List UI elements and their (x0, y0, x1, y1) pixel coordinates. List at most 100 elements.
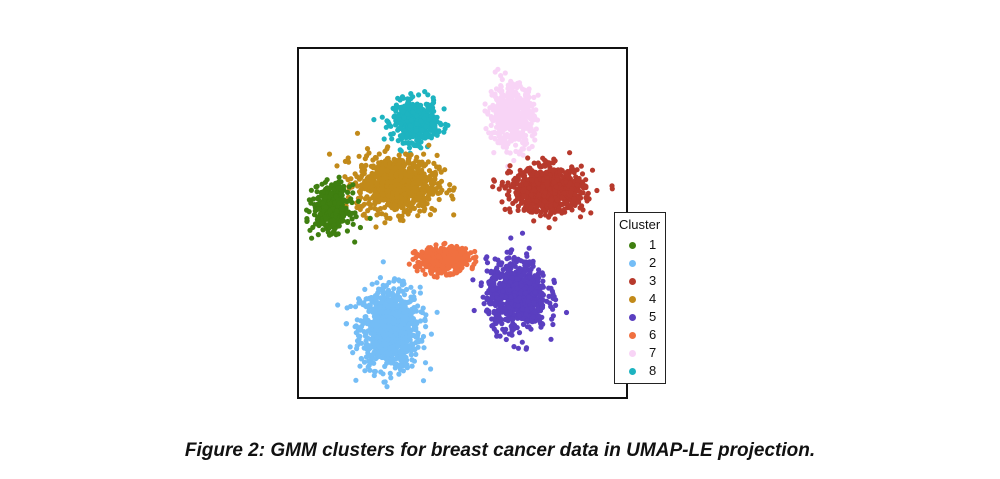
point-cluster-5 (507, 287, 513, 293)
point-cluster-1 (322, 179, 328, 185)
point-cluster-2 (404, 343, 410, 349)
point-cluster-1 (339, 206, 345, 212)
point-cluster-4 (384, 215, 390, 221)
point-cluster-8 (445, 122, 451, 128)
point-cluster-2 (358, 355, 364, 362)
point-cluster-5 (508, 247, 514, 254)
point-cluster-1 (304, 207, 310, 213)
point-cluster-3 (578, 163, 584, 169)
point-cluster-5 (495, 257, 501, 263)
point-cluster-4 (385, 179, 391, 185)
point-cluster-5 (508, 235, 514, 241)
point-cluster-8 (423, 131, 429, 137)
point-cluster-2 (387, 358, 393, 364)
point-cluster-5 (563, 309, 570, 316)
point-cluster-2 (428, 331, 434, 337)
point-cluster-7 (492, 91, 498, 97)
point-cluster-5 (531, 300, 537, 306)
point-cluster-7 (486, 130, 492, 136)
point-cluster-5 (525, 298, 531, 304)
series-3 (490, 150, 615, 231)
point-cluster-5 (548, 285, 554, 291)
point-cluster-7 (500, 97, 506, 103)
point-cluster-2 (358, 340, 365, 346)
point-cluster-7 (498, 83, 504, 89)
point-cluster-6 (440, 265, 446, 271)
series-2 (335, 259, 440, 390)
point-cluster-8 (384, 118, 390, 124)
point-cluster-5 (489, 323, 495, 329)
point-cluster-1 (355, 198, 362, 204)
point-cluster-8 (428, 135, 434, 141)
point-cluster-2 (380, 371, 386, 377)
point-cluster-8 (371, 117, 377, 123)
point-cluster-7 (522, 123, 528, 129)
point-cluster-4 (380, 179, 386, 185)
point-cluster-6 (462, 246, 469, 252)
point-cluster-2 (421, 345, 427, 351)
point-cluster-4 (379, 211, 385, 217)
point-cluster-4 (375, 207, 381, 213)
point-cluster-8 (416, 92, 422, 98)
point-cluster-2 (380, 282, 386, 288)
point-cluster-1 (345, 218, 351, 225)
point-cluster-5 (527, 274, 533, 280)
point-cluster-2 (415, 303, 421, 309)
point-cluster-8 (379, 114, 385, 120)
point-cluster-1 (315, 232, 321, 238)
point-cluster-7 (505, 86, 511, 92)
point-cluster-1 (350, 190, 356, 196)
point-cluster-5 (471, 307, 477, 314)
point-cluster-7 (526, 114, 532, 120)
point-cluster-1 (319, 220, 325, 226)
point-cluster-2 (368, 345, 374, 351)
point-cluster-5 (484, 254, 490, 260)
point-cluster-3 (504, 192, 511, 198)
point-cluster-7 (491, 150, 497, 156)
point-cluster-1 (336, 200, 342, 206)
point-cluster-3 (531, 160, 537, 166)
point-cluster-2 (423, 324, 429, 330)
point-cluster-1 (332, 230, 338, 236)
point-cluster-2 (343, 321, 349, 327)
point-cluster-4 (356, 153, 362, 159)
point-cluster-3 (579, 203, 585, 209)
point-cluster-1 (357, 224, 363, 231)
point-cluster-4 (400, 158, 406, 164)
point-cluster-5 (524, 253, 530, 259)
point-cluster-2 (354, 346, 360, 352)
point-cluster-2 (420, 333, 427, 340)
point-cluster-7 (526, 86, 532, 92)
point-cluster-7 (504, 94, 510, 100)
point-cluster-2 (416, 339, 422, 345)
point-cluster-1 (314, 189, 320, 195)
point-cluster-1 (315, 214, 321, 220)
point-cluster-5 (501, 282, 507, 289)
point-cluster-4 (415, 166, 421, 172)
point-cluster-5 (516, 312, 522, 319)
point-cluster-3 (562, 170, 569, 176)
point-cluster-1 (346, 184, 352, 190)
point-cluster-2 (384, 289, 390, 296)
point-cluster-8 (430, 100, 437, 106)
point-cluster-2 (381, 379, 387, 385)
point-cluster-3 (515, 207, 521, 213)
point-cluster-4 (373, 173, 379, 179)
point-cluster-2 (348, 303, 354, 309)
point-cluster-6 (419, 249, 425, 255)
point-cluster-4 (421, 151, 427, 157)
point-cluster-6 (436, 253, 442, 260)
point-cluster-4 (399, 195, 405, 201)
point-cluster-7 (493, 112, 499, 118)
point-cluster-4 (396, 152, 402, 158)
point-cluster-2 (419, 309, 425, 316)
point-cluster-8 (399, 94, 406, 100)
point-cluster-4 (416, 191, 422, 197)
point-cluster-7 (515, 112, 521, 118)
point-cluster-2 (354, 317, 360, 323)
point-cluster-3 (588, 210, 594, 216)
point-cluster-2 (352, 304, 359, 310)
point-cluster-7 (509, 118, 516, 124)
point-cluster-2 (355, 333, 362, 339)
point-cluster-2 (408, 297, 414, 303)
